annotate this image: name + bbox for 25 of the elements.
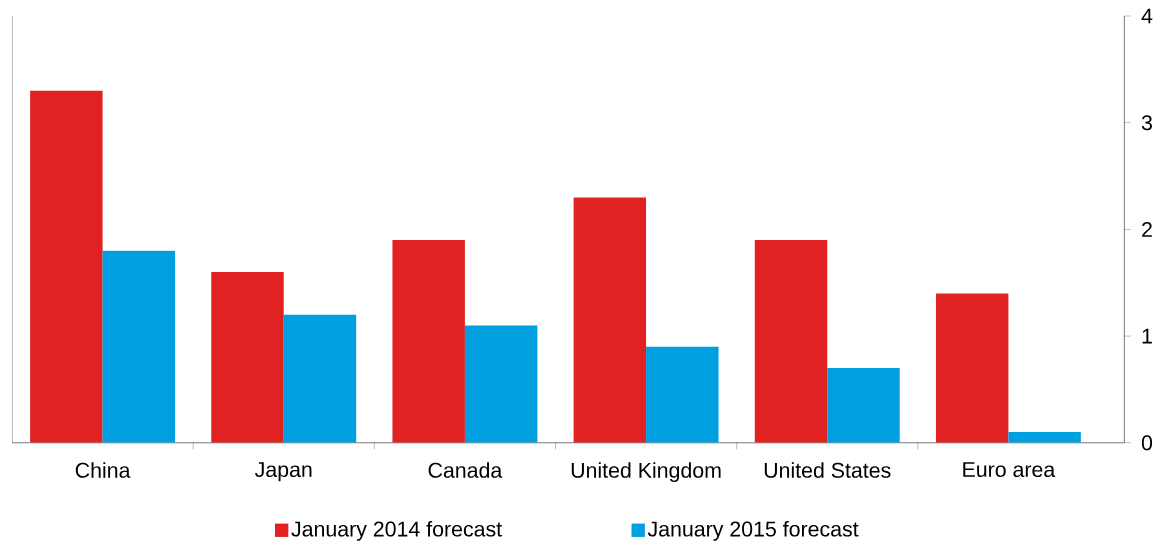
- bar: [102, 250, 176, 443]
- bar: [827, 368, 900, 443]
- x-tick-label: Japan: [255, 462, 312, 482]
- x-tick-label: Canada: [428, 462, 503, 478]
- x-tick-label: United Kingdom: [571, 462, 721, 482]
- y-tick-label: 3: [1141, 115, 1152, 131]
- x-tick-label: Euro area: [963, 462, 1056, 477]
- bar: [935, 293, 1009, 443]
- bar: [646, 346, 719, 443]
- y-tick-label: 4: [1141, 8, 1153, 24]
- x-tick-label: China: [75, 462, 131, 478]
- y-tick-label: 2: [1142, 221, 1152, 237]
- y-tick-label: 0: [1141, 435, 1153, 451]
- bar: [283, 314, 357, 443]
- bar: [754, 239, 828, 443]
- bar: [30, 90, 103, 443]
- bar: [211, 272, 284, 443]
- bar: [392, 239, 465, 443]
- y-tick-label: 1: [1142, 328, 1152, 344]
- legend-label: January 2015 forecast: [647, 520, 859, 541]
- bar: [573, 197, 647, 443]
- bar: [464, 325, 538, 443]
- x-tick-label: United States: [764, 462, 891, 478]
- bar: [1008, 432, 1081, 443]
- legend-label: January 2014 forecast: [291, 520, 502, 541]
